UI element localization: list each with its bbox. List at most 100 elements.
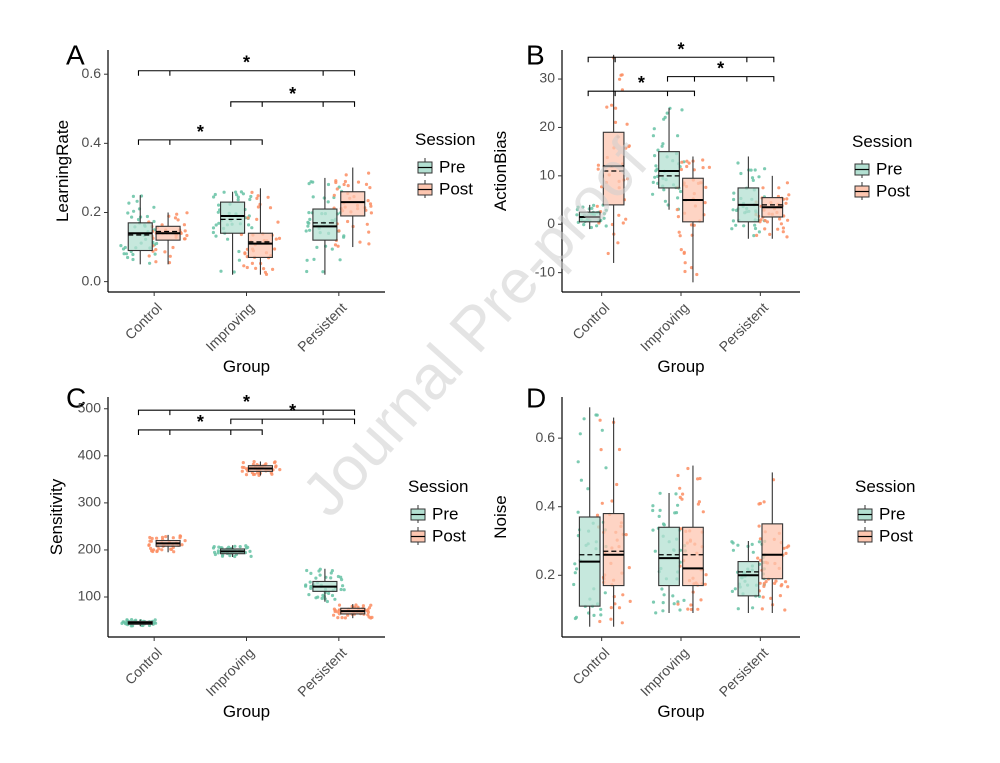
data-point <box>762 500 766 504</box>
y-tick-label: 0.2 <box>536 566 556 582</box>
data-point <box>573 562 577 566</box>
data-point <box>573 571 577 575</box>
box-iqr <box>312 208 338 241</box>
data-point <box>627 566 631 570</box>
data-point <box>246 545 250 550</box>
data-point <box>621 221 625 225</box>
data-point <box>266 195 270 199</box>
legend: Session Pre Post <box>855 477 915 545</box>
data-point <box>609 606 613 610</box>
data-point <box>307 211 311 215</box>
data-point <box>254 266 258 270</box>
data-point <box>602 216 606 220</box>
data-point <box>368 202 373 206</box>
data-point <box>576 460 580 464</box>
y-tick-label: 20 <box>539 118 555 134</box>
data-point <box>341 584 345 588</box>
data-point <box>233 544 237 548</box>
legend-key-pre <box>417 158 433 176</box>
data-point <box>274 465 278 469</box>
data-point <box>240 465 244 469</box>
data-point <box>330 569 334 573</box>
data-point <box>760 607 764 611</box>
post-box <box>155 212 181 265</box>
x-tick-label: Persistent <box>716 299 771 354</box>
data-point <box>369 204 373 208</box>
y-tick-label: 0.6 <box>536 429 556 445</box>
box-iqr <box>761 523 784 580</box>
data-point <box>337 608 341 612</box>
data-point <box>600 428 604 432</box>
data-point <box>358 240 362 244</box>
data-point <box>305 258 309 262</box>
data-point <box>150 536 154 541</box>
data-point <box>758 581 762 585</box>
data-point <box>247 223 251 227</box>
data-point <box>214 234 218 238</box>
data-point <box>657 514 661 519</box>
data-point <box>701 166 705 170</box>
data-point <box>131 194 135 198</box>
data-point <box>779 584 783 588</box>
box-iqr <box>602 513 625 587</box>
bracket-line <box>587 56 775 63</box>
data-point <box>598 418 602 422</box>
panel-letter: C <box>66 382 86 413</box>
data-point <box>663 199 668 203</box>
data-point <box>600 501 604 505</box>
data-point <box>211 546 216 550</box>
data-point <box>610 103 614 107</box>
data-point <box>695 272 699 277</box>
y-tick-label: 400 <box>78 447 102 463</box>
data-point <box>592 613 596 618</box>
data-point <box>731 208 735 212</box>
legend: Session Pre Post <box>852 132 912 200</box>
y-tick-label: 10 <box>539 167 555 183</box>
data-point <box>652 127 656 131</box>
data-point <box>696 607 700 611</box>
data-point <box>212 195 216 199</box>
bracket-line <box>137 70 356 76</box>
data-point <box>238 545 242 549</box>
data-point <box>750 176 755 180</box>
data-point <box>627 144 631 148</box>
data-point <box>696 477 700 481</box>
data-point <box>175 212 179 216</box>
data-point <box>369 211 373 215</box>
data-point <box>786 218 790 222</box>
box-iqr <box>247 232 273 258</box>
data-point <box>235 193 239 197</box>
data-point <box>675 208 679 212</box>
data-point <box>651 180 655 184</box>
data-point <box>730 227 734 231</box>
data-point <box>126 255 130 260</box>
data-point <box>689 607 694 612</box>
data-point <box>730 589 735 594</box>
data-point <box>336 244 340 248</box>
pre-box <box>578 204 601 230</box>
box-iqr <box>658 526 680 587</box>
data-point <box>674 492 678 496</box>
data-point <box>135 199 139 203</box>
data-point <box>595 513 600 517</box>
data-point <box>619 73 623 77</box>
data-point <box>617 447 622 452</box>
significance-star: * <box>197 122 204 142</box>
data-point <box>679 527 683 531</box>
y-tick-label: 200 <box>78 541 102 557</box>
data-point <box>676 602 680 606</box>
data-point <box>369 603 373 607</box>
data-point <box>732 191 736 195</box>
data-point <box>781 226 786 230</box>
legend-key-post <box>857 527 873 545</box>
legend-label: Post <box>432 526 466 545</box>
data-point <box>168 254 172 258</box>
data-point <box>773 581 777 586</box>
data-point <box>121 620 125 624</box>
data-point <box>136 217 141 222</box>
data-point <box>305 269 309 274</box>
data-point <box>145 214 149 219</box>
x-tick-label: Persistent <box>294 644 349 699</box>
bracket-line <box>587 90 696 97</box>
